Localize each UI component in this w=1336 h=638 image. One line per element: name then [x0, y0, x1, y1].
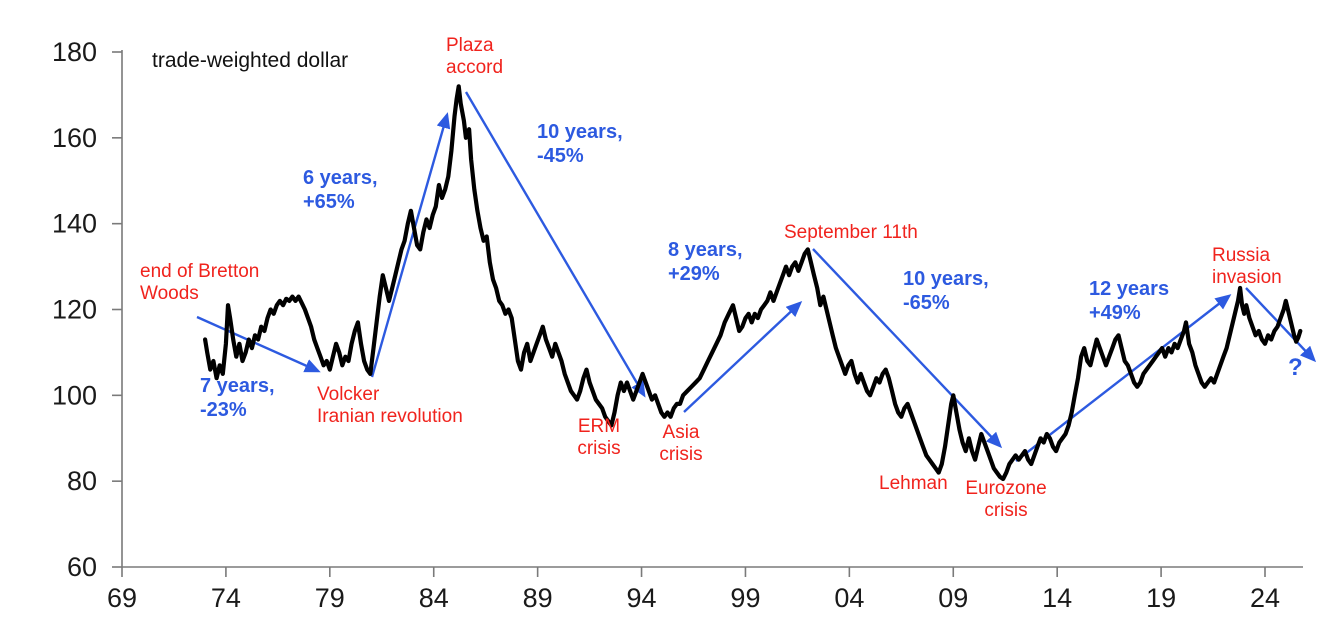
- cycle-7-future-label: ?: [1288, 354, 1303, 381]
- y-tick-label: 80: [67, 466, 97, 496]
- x-tick-label: 79: [315, 583, 345, 613]
- event-bretton-woods: end of Bretton Woods: [140, 261, 260, 304]
- y-tick-label: 180: [52, 37, 97, 67]
- dollar-index-line: [203, 84, 1303, 482]
- y-tick-label: 120: [52, 295, 97, 325]
- x-tick-label: 74: [211, 583, 241, 613]
- event-erm-crisis: ERM crisis: [577, 416, 621, 459]
- event-lehman: Lehman: [879, 473, 948, 494]
- cycle-3-down-arrow: [464, 91, 646, 398]
- x-tick-label: 94: [627, 583, 657, 613]
- x-tick-label: 99: [730, 583, 760, 613]
- cycle-2-up-label: 6 years, +65%: [303, 167, 378, 213]
- axes: 180 160 140 120 100 80 60 69 74 79 84 89 94 99 04 09 14 1…: [52, 37, 1303, 613]
- x-tick-label: 04: [834, 583, 864, 613]
- event-september-11: September 11th: [784, 222, 918, 243]
- cycle-arrows: [196, 91, 1317, 462]
- event-russia-invasion: Russia invasion: [1212, 245, 1282, 288]
- x-tick-label: 24: [1250, 583, 1280, 613]
- series-line: [203, 84, 1303, 482]
- event-asia-crisis: Asia crisis: [659, 422, 703, 465]
- cycle-6-up-label: 12 years +49%: [1089, 278, 1170, 324]
- x-tick-label: 69: [107, 583, 137, 613]
- cycle-1-down-arrow: [196, 315, 321, 373]
- cycle-4-up-arrow: [683, 300, 803, 413]
- y-tick-label: 100: [52, 380, 97, 410]
- cycle-1-down-label: 7 years, -23%: [200, 375, 275, 421]
- cycle-6-up-arrow: [1015, 294, 1232, 462]
- x-tick-label: 09: [938, 583, 968, 613]
- cycle-2-up-arrow: [370, 112, 451, 378]
- cycle-4-up-label: 8 years, +29%: [668, 239, 743, 285]
- x-tick-label: 14: [1042, 583, 1072, 613]
- cycle-5-down-arrow: [812, 248, 1003, 449]
- y-tick-label: 160: [52, 123, 97, 153]
- y-tick-label: 140: [52, 209, 97, 239]
- y-tick-label: 60: [67, 552, 97, 582]
- chart-title: trade-weighted dollar: [152, 49, 349, 72]
- event-volcker-iran: Volcker Iranian revolution: [317, 384, 463, 427]
- event-plaza-accord: Plaza accord: [446, 35, 504, 78]
- cycle-3-down-label: 10 years, -45%: [537, 121, 623, 167]
- x-tick-label: 19: [1146, 583, 1176, 613]
- x-tick-label: 84: [419, 583, 449, 613]
- cycle-5-down-label: 10 years, -65%: [903, 268, 989, 314]
- event-eurozone-crisis: Eurozone crisis: [965, 478, 1047, 521]
- x-tick-label: 89: [523, 583, 553, 613]
